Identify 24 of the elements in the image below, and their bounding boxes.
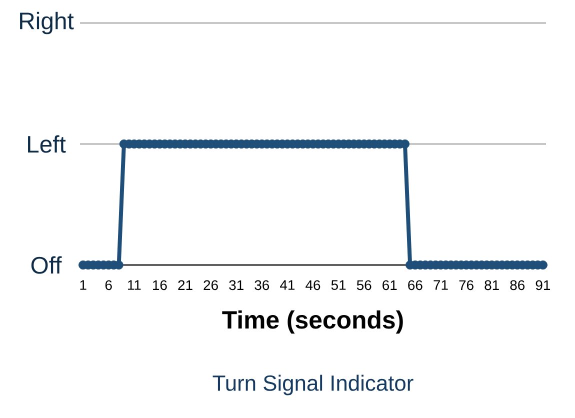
x-tick-label: 36 — [254, 280, 270, 290]
x-tick-label: 31 — [229, 280, 244, 290]
x-tick-label: 61 — [382, 280, 397, 290]
x-tick-label: 56 — [356, 280, 372, 290]
x-tick-label: 86 — [510, 280, 525, 290]
text: Off — [31, 256, 62, 274]
x-tick-label: 26 — [204, 280, 218, 290]
x-tick-label: 51 — [331, 280, 346, 290]
x-tick-label: 76 — [459, 280, 474, 290]
x-tick-label: 66 — [408, 280, 422, 290]
x-tick-label: 41 — [280, 280, 295, 290]
x-tick-label: 6 — [105, 280, 112, 290]
x-axis-title: Time (seconds) — [222, 310, 403, 334]
x-tick-label: 81 — [484, 280, 499, 290]
ref-line-label: Left — [28, 135, 66, 153]
x-tick-label: 91 — [536, 280, 550, 290]
text: Turn Signal Indicator — [212, 374, 414, 396]
x-tick-label: 21 — [178, 280, 192, 290]
ref-line-label: Right — [20, 12, 74, 34]
x-tick-label: 46 — [306, 280, 320, 290]
x-tick-label: 11 — [128, 280, 141, 290]
x-tick-label: 16 — [153, 280, 167, 290]
x-tick-label: 71 — [434, 280, 448, 290]
x-tick-label: 1 — [80, 280, 86, 290]
